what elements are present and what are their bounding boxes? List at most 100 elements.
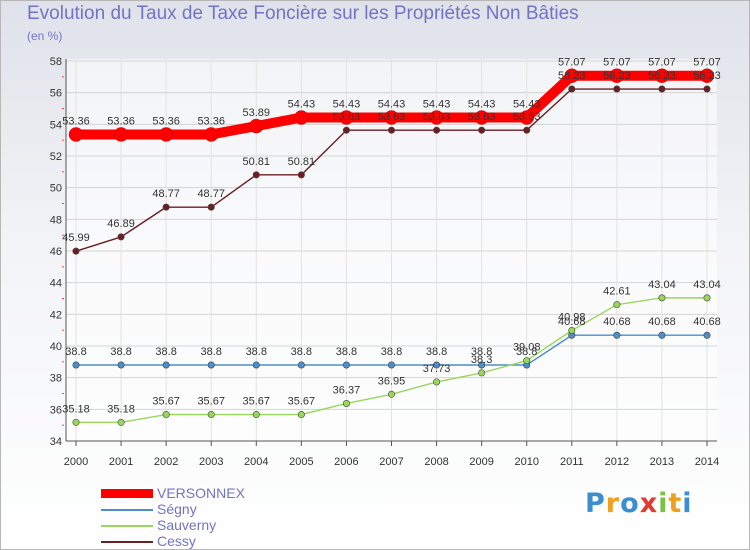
data-point-cessy	[478, 126, 486, 134]
data-label-sauverny: 35.18	[62, 403, 90, 415]
y-tick-label: 36	[50, 404, 62, 416]
x-tick-label: 2004	[244, 456, 268, 468]
data-point-sauverny	[568, 326, 576, 334]
x-tick-label: 2003	[199, 456, 223, 468]
data-label-ségny: 38.8	[336, 346, 357, 358]
y-tick-label: 38	[50, 373, 62, 385]
data-label-versonnex: 57.07	[603, 57, 631, 69]
data-label-sauverny: 39.08	[513, 342, 541, 354]
data-point-cessy	[703, 85, 711, 93]
data-label-cessy: 45.99	[62, 232, 90, 244]
data-label-sauverny: 36.95	[378, 375, 406, 387]
data-point-ségny	[433, 361, 441, 369]
y-tick-label: 58	[50, 56, 62, 68]
y-tick-label: 42	[50, 309, 62, 321]
data-label-sauverny: 43.04	[648, 279, 676, 291]
legend-swatch-versonnex	[101, 489, 153, 498]
data-label-versonnex: 54.43	[333, 99, 361, 111]
data-label-sauverny: 35.67	[152, 396, 180, 408]
data-label-cessy: 50.81	[288, 156, 316, 168]
data-point-cessy	[342, 126, 350, 134]
data-point-cessy	[117, 233, 125, 241]
data-label-versonnex: 54.43	[468, 99, 496, 111]
data-point-ségny	[162, 361, 170, 369]
data-point-versonnex	[429, 110, 444, 125]
data-label-ségny: 38.8	[291, 346, 312, 358]
data-point-versonnex	[519, 110, 534, 125]
legend-swatch-sauverny	[101, 525, 153, 527]
data-point-sauverny	[613, 301, 621, 309]
data-label-cessy: 50.81	[243, 156, 271, 168]
data-label-versonnex: 54.43	[423, 99, 451, 111]
data-label-cessy: 53.63	[468, 111, 496, 123]
data-label-versonnex: 53.36	[107, 115, 135, 127]
data-label-ségny: 38.8	[110, 346, 131, 358]
legend-label-cessy: Cessy	[157, 533, 196, 549]
data-label-ségny: 38.8	[471, 346, 492, 358]
data-point-ségny	[72, 361, 80, 369]
data-point-sauverny	[703, 294, 711, 302]
data-point-versonnex	[203, 127, 219, 142]
data-point-sauverny	[72, 418, 80, 426]
data-point-cessy	[72, 247, 80, 255]
data-label-cessy: 56.23	[648, 70, 676, 82]
data-point-versonnex	[384, 110, 399, 125]
data-point-cessy	[387, 126, 395, 134]
y-tick-label: 40	[50, 341, 62, 353]
data-point-ségny	[117, 361, 125, 369]
data-label-ségny: 38.8	[201, 346, 222, 358]
legend-swatch-cessy	[101, 541, 153, 543]
data-label-sauverny: 43.04	[693, 279, 721, 291]
x-tick-label: 2005	[289, 456, 313, 468]
data-label-cessy: 53.63	[513, 111, 541, 123]
data-point-sauverny	[523, 357, 531, 365]
x-tick-label: 2006	[334, 456, 358, 468]
data-label-versonnex: 57.07	[648, 57, 676, 69]
data-point-ségny	[613, 331, 621, 339]
data-point-sauverny	[387, 390, 395, 398]
data-label-ségny: 38.8	[381, 346, 402, 358]
data-point-versonnex	[294, 110, 309, 125]
legend-item-versonnex: VERSONNEX	[101, 485, 341, 501]
logo-letter: r	[605, 488, 621, 519]
x-tick-label: 2013	[650, 456, 674, 468]
data-label-cessy: 56.23	[693, 70, 721, 82]
series-points	[68, 68, 715, 426]
data-label-ségny: 38.8	[246, 346, 267, 358]
data-point-ségny	[703, 331, 711, 339]
data-point-cessy	[613, 85, 621, 93]
data-label-ségny: 38.8	[65, 346, 86, 358]
legend-label-sauverny: Sauverny	[157, 517, 217, 533]
data-label-versonnex: 53.89	[243, 107, 271, 119]
x-tick-label: 2001	[109, 456, 133, 468]
proxiti-logo: Proxiti	[585, 488, 693, 519]
x-tick-label: 2010	[514, 456, 538, 468]
data-label-ségny: 40.68	[558, 316, 586, 328]
data-label-cessy: 56.23	[603, 70, 631, 82]
data-label-cessy: 48.77	[152, 188, 180, 200]
data-point-sauverny	[117, 418, 125, 426]
data-point-sauverny	[433, 378, 441, 386]
data-label-cessy: 48.77	[197, 188, 225, 200]
data-point-sauverny	[207, 411, 215, 419]
data-point-versonnex	[339, 110, 354, 125]
logo-letter: o	[620, 488, 640, 519]
data-point-cessy	[568, 85, 576, 93]
data-point-cessy	[162, 203, 170, 211]
data-label-ségny: 40.68	[603, 316, 631, 328]
data-label-versonnex: 54.43	[513, 99, 541, 111]
data-point-versonnex	[158, 127, 174, 142]
data-point-sauverny	[658, 294, 666, 302]
data-point-cessy	[252, 171, 260, 179]
data-point-sauverny	[162, 411, 170, 419]
data-label-versonnex: 54.43	[288, 99, 316, 111]
y-tick-label: 34	[50, 436, 62, 448]
x-tick-label: 2011	[560, 456, 584, 468]
logo-letter: i	[682, 488, 693, 519]
data-point-versonnex	[68, 127, 84, 142]
data-point-versonnex	[564, 68, 580, 83]
data-label-cessy: 56.23	[558, 70, 586, 82]
x-tick-label: 2007	[379, 456, 403, 468]
data-point-versonnex	[113, 127, 129, 142]
